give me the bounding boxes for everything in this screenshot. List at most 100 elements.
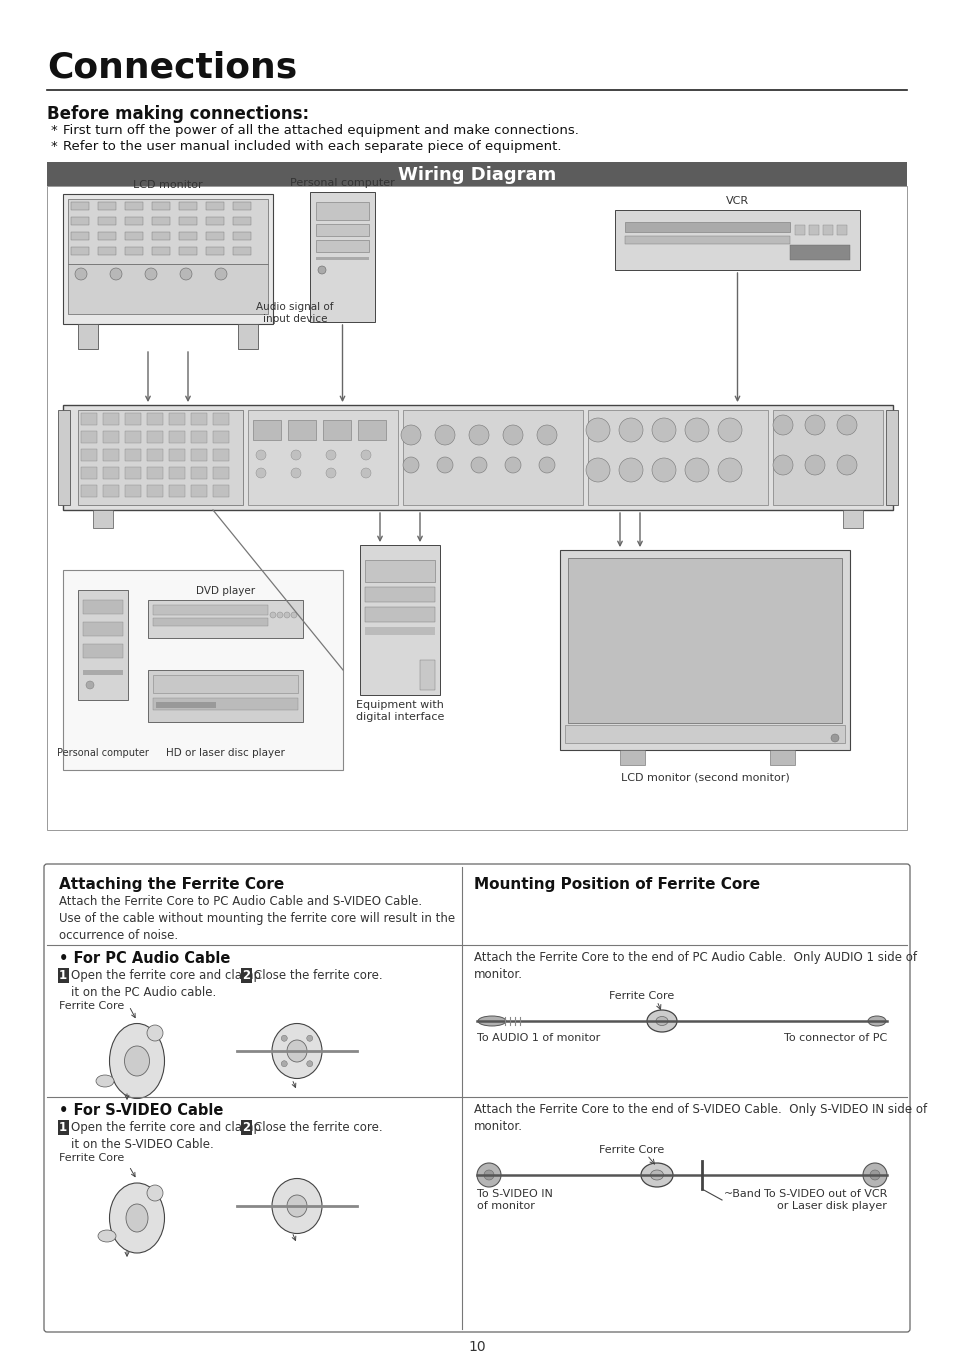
Bar bbox=[619, 750, 644, 765]
Text: Ferrite Core: Ferrite Core bbox=[609, 992, 674, 1001]
Bar bbox=[152, 617, 268, 626]
Bar bbox=[81, 431, 97, 443]
Text: To connector of PC: To connector of PC bbox=[783, 1034, 886, 1043]
Text: Audio signal of
input device: Audio signal of input device bbox=[256, 303, 334, 324]
Text: To S-VIDEO out of VCR
or Laser disk player: To S-VIDEO out of VCR or Laser disk play… bbox=[762, 1189, 886, 1210]
Bar bbox=[191, 431, 207, 443]
Text: HD or laser disc player: HD or laser disc player bbox=[166, 748, 285, 758]
Bar bbox=[83, 600, 123, 613]
Bar bbox=[103, 449, 119, 461]
Bar bbox=[125, 203, 143, 209]
Circle shape bbox=[504, 457, 520, 473]
Bar bbox=[47, 186, 906, 830]
Bar bbox=[587, 409, 767, 505]
Bar bbox=[83, 621, 123, 636]
Bar bbox=[213, 449, 229, 461]
Bar bbox=[179, 203, 196, 209]
Bar bbox=[794, 226, 804, 235]
Bar bbox=[98, 232, 116, 240]
Circle shape bbox=[326, 450, 335, 459]
Bar bbox=[564, 725, 844, 743]
Bar bbox=[125, 247, 143, 255]
Bar bbox=[63, 570, 343, 770]
Circle shape bbox=[270, 612, 275, 617]
Bar bbox=[359, 544, 439, 694]
Text: • For PC Audio Cable: • For PC Audio Cable bbox=[59, 951, 230, 966]
Bar bbox=[248, 409, 397, 505]
Ellipse shape bbox=[98, 1229, 116, 1242]
Ellipse shape bbox=[125, 1046, 150, 1075]
Circle shape bbox=[291, 467, 301, 478]
Text: Attaching the Ferrite Core: Attaching the Ferrite Core bbox=[59, 877, 284, 892]
Bar bbox=[315, 240, 369, 253]
Text: LCD monitor (second monitor): LCD monitor (second monitor) bbox=[620, 771, 788, 782]
Ellipse shape bbox=[272, 1178, 322, 1233]
Ellipse shape bbox=[646, 1011, 677, 1032]
Bar bbox=[58, 409, 70, 505]
Bar bbox=[323, 420, 351, 440]
Bar bbox=[71, 232, 89, 240]
Bar bbox=[98, 247, 116, 255]
Bar bbox=[98, 203, 116, 209]
Bar bbox=[624, 236, 789, 245]
Circle shape bbox=[255, 450, 266, 459]
Text: Personal computer: Personal computer bbox=[290, 178, 395, 188]
Bar bbox=[179, 232, 196, 240]
Bar bbox=[148, 600, 303, 638]
Bar bbox=[103, 467, 119, 480]
Text: 10: 10 bbox=[468, 1340, 485, 1351]
Bar bbox=[191, 485, 207, 497]
Text: *: * bbox=[51, 124, 58, 136]
Bar bbox=[152, 676, 297, 693]
Bar bbox=[179, 247, 196, 255]
Text: Refer to the user manual included with each separate piece of equipment.: Refer to the user manual included with e… bbox=[63, 141, 561, 153]
Circle shape bbox=[307, 1035, 313, 1042]
Text: VCR: VCR bbox=[725, 196, 748, 205]
Bar bbox=[233, 247, 251, 255]
Bar bbox=[213, 413, 229, 426]
Circle shape bbox=[651, 458, 676, 482]
Circle shape bbox=[360, 450, 371, 459]
Ellipse shape bbox=[287, 1196, 307, 1217]
Bar bbox=[402, 409, 582, 505]
Text: Wiring Diagram: Wiring Diagram bbox=[397, 166, 556, 184]
Circle shape bbox=[436, 457, 453, 473]
Bar bbox=[148, 670, 303, 721]
Ellipse shape bbox=[477, 1016, 505, 1025]
Ellipse shape bbox=[867, 1016, 885, 1025]
Bar bbox=[103, 413, 119, 426]
Bar bbox=[71, 247, 89, 255]
Bar bbox=[103, 431, 119, 443]
Text: Close the ferrite core.: Close the ferrite core. bbox=[253, 1121, 382, 1133]
Circle shape bbox=[86, 681, 94, 689]
Bar bbox=[169, 431, 185, 443]
Bar bbox=[125, 431, 141, 443]
Bar bbox=[92, 509, 112, 528]
Circle shape bbox=[684, 458, 708, 482]
Circle shape bbox=[435, 426, 455, 444]
Bar bbox=[191, 449, 207, 461]
Ellipse shape bbox=[272, 1024, 322, 1078]
Bar bbox=[125, 467, 141, 480]
Text: Personal computer: Personal computer bbox=[57, 748, 149, 758]
Text: Equipment with
digital interface: Equipment with digital interface bbox=[355, 700, 444, 721]
Bar bbox=[567, 558, 841, 723]
Text: Ferrite Core: Ferrite Core bbox=[59, 1152, 124, 1163]
Bar bbox=[206, 203, 224, 209]
Circle shape bbox=[804, 415, 824, 435]
Circle shape bbox=[317, 266, 326, 274]
Bar bbox=[147, 413, 163, 426]
Bar bbox=[206, 247, 224, 255]
Bar bbox=[125, 413, 141, 426]
Text: 2: 2 bbox=[242, 969, 250, 982]
Circle shape bbox=[291, 612, 296, 617]
Bar bbox=[179, 218, 196, 226]
Bar bbox=[71, 218, 89, 226]
Bar bbox=[83, 670, 123, 676]
Bar bbox=[169, 449, 185, 461]
Text: Ferrite Core: Ferrite Core bbox=[59, 1001, 124, 1011]
Bar bbox=[315, 257, 369, 259]
Bar bbox=[125, 232, 143, 240]
Bar bbox=[842, 509, 862, 528]
Bar bbox=[213, 467, 229, 480]
